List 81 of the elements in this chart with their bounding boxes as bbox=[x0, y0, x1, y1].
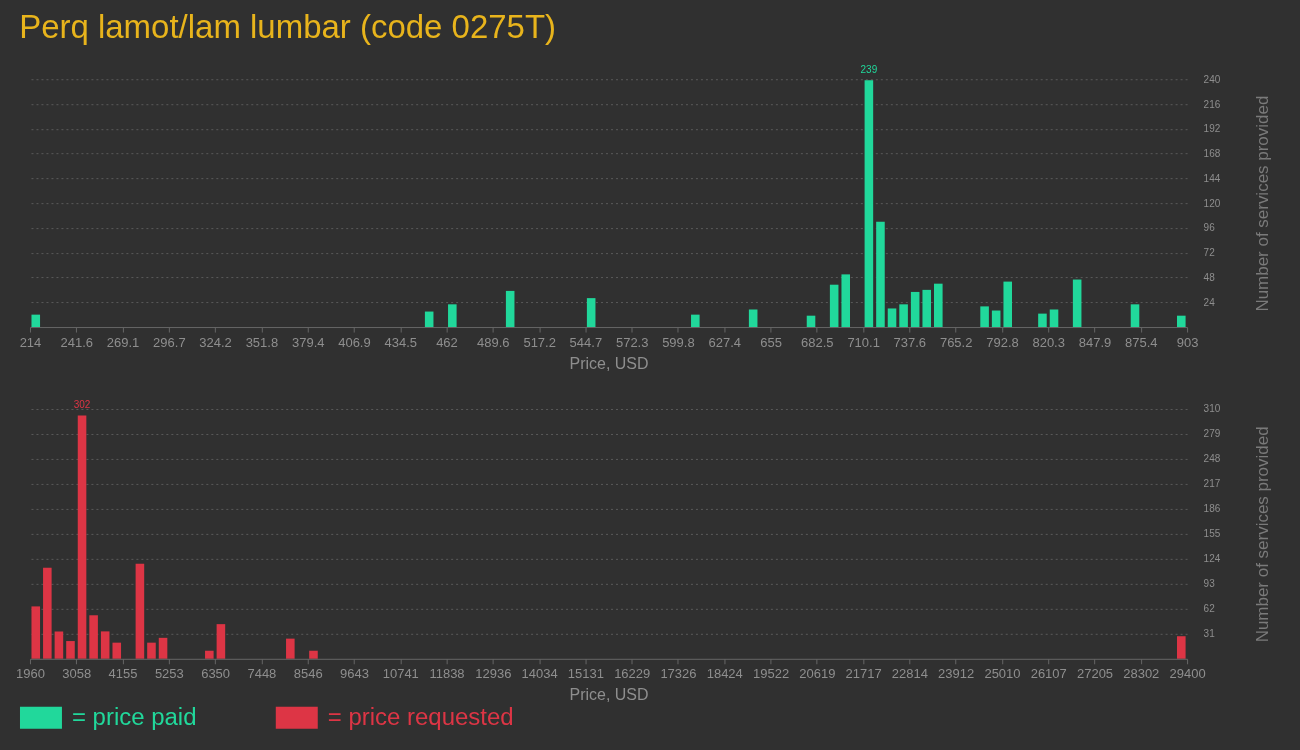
x-tick-label: 1960 bbox=[16, 666, 45, 682]
x-tick-label: 406.9 bbox=[338, 334, 371, 350]
x-tick-label: 269.1 bbox=[106, 334, 140, 350]
x-tick-label: 324.2 bbox=[199, 334, 232, 350]
x-tick-label: 8546 bbox=[293, 666, 323, 682]
x-tick-label: 9643 bbox=[340, 666, 369, 682]
x-tick-label: 12936 bbox=[475, 666, 512, 682]
x-tick-label: 20619 bbox=[799, 666, 836, 682]
x-tick-label: 820.3 bbox=[1032, 334, 1065, 350]
y-tick-label: 216 bbox=[1203, 98, 1221, 110]
y-axis-title: Number of services provided bbox=[1253, 95, 1273, 312]
x-tick-label: 737.6 bbox=[893, 334, 927, 350]
x-tick-label: 6350 bbox=[201, 666, 231, 682]
x-tick-label: 655 bbox=[760, 334, 782, 350]
x-tick-label: 16229 bbox=[614, 666, 651, 682]
x-tick-label: 26107 bbox=[1030, 666, 1067, 682]
x-tick-label: 3058 bbox=[62, 666, 92, 682]
x-tick-label: 11838 bbox=[429, 666, 465, 682]
y-tick-label: 72 bbox=[1203, 247, 1216, 259]
x-tick-label: 710.1 bbox=[847, 334, 880, 350]
x-tick-label: 15131 bbox=[567, 666, 604, 682]
x-tick-label: 765.2 bbox=[939, 334, 973, 350]
legend-label: = price requested bbox=[327, 702, 514, 730]
data-label: 302 bbox=[73, 399, 91, 411]
x-tick-label: 627.4 bbox=[708, 334, 741, 350]
x-tick-label: 296.7 bbox=[153, 334, 186, 350]
x-tick-label: 10741 bbox=[382, 666, 419, 682]
x-tick-label: 21717 bbox=[845, 666, 882, 682]
x-tick-label: 489.6 bbox=[477, 334, 510, 350]
legend-label: = price paid bbox=[71, 702, 197, 730]
x-tick-label: 29400 bbox=[1169, 666, 1206, 682]
x-tick-label: 23912 bbox=[938, 666, 975, 682]
y-axis-title: Number of services provided bbox=[1253, 426, 1273, 643]
x-tick-label: 572.3 bbox=[615, 334, 649, 350]
y-tick-label: 48 bbox=[1203, 271, 1216, 283]
x-tick-label: 14034 bbox=[521, 666, 558, 682]
chart-title: Perq lamot/lam lumbar (code 0275T) bbox=[19, 8, 557, 46]
y-tick-label: 192 bbox=[1203, 123, 1221, 135]
x-tick-label: 379.4 bbox=[292, 334, 325, 350]
x-tick-label: 18424 bbox=[706, 666, 743, 682]
y-tick-label: 186 bbox=[1203, 503, 1221, 515]
y-tick-label: 240 bbox=[1203, 73, 1221, 85]
x-tick-label: 517.2 bbox=[523, 334, 556, 350]
x-tick-label: 462 bbox=[436, 334, 458, 350]
x-tick-label: 434.5 bbox=[384, 334, 418, 350]
x-tick-label: 19522 bbox=[752, 666, 790, 682]
y-tick-label: 144 bbox=[1203, 172, 1221, 184]
y-tick-label: 62 bbox=[1203, 603, 1216, 615]
x-tick-label: 4155 bbox=[108, 666, 138, 682]
x-tick-label: 599.8 bbox=[662, 334, 695, 350]
x-tick-label: 28302 bbox=[1123, 666, 1160, 682]
x-tick-label: 544.7 bbox=[569, 334, 603, 350]
y-tick-label: 310 bbox=[1203, 403, 1221, 415]
x-tick-label: 682.5 bbox=[801, 334, 834, 350]
y-tick-label: 155 bbox=[1203, 528, 1221, 540]
x-tick-label: 903 bbox=[1176, 334, 1199, 350]
x-tick-label: 27205 bbox=[1076, 666, 1114, 682]
x-tick-label: 792.8 bbox=[986, 334, 1019, 350]
x-tick-label: 17326 bbox=[660, 666, 697, 682]
x-tick-label: 847.9 bbox=[1078, 334, 1112, 350]
x-tick-label: 7448 bbox=[247, 666, 277, 682]
x-tick-label: 5253 bbox=[154, 666, 184, 682]
y-tick-label: 31 bbox=[1203, 628, 1216, 640]
data-label: 239 bbox=[860, 64, 878, 76]
x-tick-label: 25010 bbox=[984, 666, 1021, 682]
y-tick-label: 217 bbox=[1203, 478, 1221, 490]
y-tick-label: 96 bbox=[1203, 222, 1216, 234]
x-axis-title: Price, USD bbox=[569, 354, 649, 372]
y-tick-label: 120 bbox=[1203, 197, 1221, 209]
x-tick-label: 214 bbox=[19, 334, 42, 350]
x-tick-label: 241.6 bbox=[60, 334, 94, 350]
x-tick-label: 875.4 bbox=[1124, 334, 1158, 350]
x-axis-title: Price, USD bbox=[569, 686, 649, 704]
y-tick-label: 248 bbox=[1203, 453, 1221, 465]
y-tick-label: 279 bbox=[1203, 428, 1221, 440]
y-tick-label: 93 bbox=[1203, 578, 1216, 590]
y-tick-label: 24 bbox=[1203, 296, 1216, 308]
x-tick-label: 351.8 bbox=[245, 334, 279, 350]
y-tick-label: 124 bbox=[1203, 553, 1221, 565]
y-tick-label: 168 bbox=[1203, 148, 1221, 160]
x-tick-label: 22814 bbox=[891, 666, 928, 682]
